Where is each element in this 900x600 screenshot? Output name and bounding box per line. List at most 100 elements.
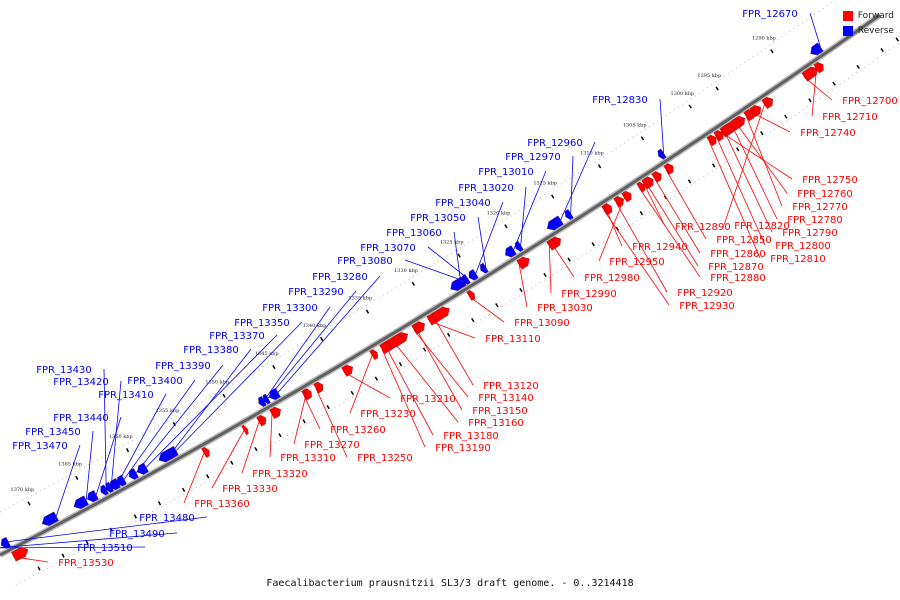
reverse-gene-glyph[interactable]	[457, 276, 467, 288]
forward-gene-glyph[interactable]	[621, 190, 632, 203]
forward-gene-label[interactable]: FPR_12930	[679, 301, 735, 312]
reverse-gene-label[interactable]: FPR_13050	[410, 213, 466, 224]
forward-gene-glyph[interactable]	[651, 171, 662, 183]
forward-gene-label[interactable]: FPR_12920	[677, 288, 733, 299]
reverse-gene-label[interactable]: FPR_13020	[458, 183, 514, 194]
forward-gene-glyph[interactable]	[369, 349, 378, 361]
reverse-gene-label[interactable]: FPR_13390	[155, 361, 211, 372]
forward-gene-label[interactable]: FPR_12800	[775, 241, 831, 252]
forward-gene-glyph[interactable]	[761, 97, 773, 110]
reverse-gene-label[interactable]: FPR_13450	[25, 427, 81, 438]
forward-gene-label[interactable]: FPR_12990	[561, 289, 617, 300]
reverse-gene-glyph[interactable]	[73, 495, 89, 509]
reverse-gene-label[interactable]: FPR_13370	[209, 331, 265, 342]
reverse-gene-label[interactable]: FPR_13080	[337, 256, 393, 267]
reverse-gene-label[interactable]: FPR_13430	[36, 365, 92, 376]
reverse-gene-glyph[interactable]	[1, 536, 11, 549]
forward-gene-label[interactable]: FPR_13190	[435, 443, 491, 454]
reverse-gene-label[interactable]: FPR_13350	[234, 318, 290, 329]
forward-gene-label[interactable]: FPR_13530	[58, 558, 114, 569]
forward-gene-glyph[interactable]	[303, 388, 312, 400]
forward-gene-label[interactable]: FPR_12950	[609, 257, 665, 268]
forward-gene-glyph[interactable]	[721, 124, 732, 137]
reverse-gene-glyph[interactable]	[105, 481, 114, 493]
reverse-gene-glyph[interactable]	[514, 240, 524, 252]
forward-gene-label[interactable]: FPR_12820	[734, 221, 790, 232]
reverse-gene-label[interactable]: FPR_13380	[183, 345, 239, 356]
reverse-gene-label[interactable]: FPR_12960	[527, 138, 583, 149]
reverse-gene-label[interactable]: FPR_13300	[262, 303, 318, 314]
forward-gene-label[interactable]: FPR_12700	[842, 96, 898, 107]
reverse-gene-label[interactable]: FPR_13010	[478, 167, 534, 178]
reverse-gene-label[interactable]: FPR_12670	[742, 9, 798, 20]
forward-gene-label[interactable]: FPR_13150	[472, 406, 528, 417]
forward-gene-label[interactable]: FPR_13260	[330, 425, 386, 436]
forward-gene-glyph[interactable]	[729, 118, 741, 131]
forward-gene-label[interactable]: FPR_12880	[710, 273, 766, 284]
reverse-gene-label[interactable]: FPR_13480	[139, 513, 195, 524]
reverse-gene-label[interactable]: FPR_12830	[592, 95, 648, 106]
forward-gene-glyph[interactable]	[641, 177, 652, 190]
forward-gene-label[interactable]: FPR_13030	[537, 303, 593, 314]
forward-gene-glyph[interactable]	[269, 406, 281, 419]
forward-gene-label[interactable]: FPR_13090	[514, 318, 570, 329]
forward-gene-glyph[interactable]	[241, 424, 249, 436]
reverse-gene-label[interactable]: FPR_12970	[505, 152, 561, 163]
forward-gene-glyph[interactable]	[466, 290, 476, 301]
forward-gene-glyph[interactable]	[431, 306, 450, 323]
forward-gene-label[interactable]: FPR_13360	[194, 499, 250, 510]
forward-gene-glyph[interactable]	[256, 415, 267, 427]
reverse-gene-glyph[interactable]	[564, 209, 574, 220]
forward-gene-glyph[interactable]	[546, 239, 557, 251]
forward-gene-label[interactable]: FPR_12750	[802, 175, 858, 186]
reverse-gene-glyph[interactable]	[87, 490, 99, 503]
reverse-gene-glyph[interactable]	[41, 511, 59, 526]
forward-gene-label[interactable]: FPR_12790	[782, 228, 838, 239]
forward-gene-label[interactable]: FPR_13270	[304, 440, 360, 451]
forward-gene-label[interactable]: FPR_13330	[222, 484, 278, 495]
forward-gene-glyph[interactable]	[341, 364, 353, 377]
forward-gene-glyph[interactable]	[801, 66, 818, 82]
forward-gene-label[interactable]: FPR_12740	[800, 128, 856, 139]
forward-gene-label[interactable]: FPR_13320	[252, 469, 308, 480]
reverse-gene-label[interactable]: FPR_13440	[53, 413, 109, 424]
reverse-gene-label[interactable]: FPR_13280	[312, 272, 368, 283]
reverse-gene-label[interactable]: FPR_13290	[288, 287, 344, 298]
forward-gene-label[interactable]: FPR_13110	[485, 334, 541, 345]
forward-gene-glyph[interactable]	[201, 447, 210, 458]
reverse-gene-label[interactable]: FPR_13040	[435, 198, 491, 209]
reverse-gene-glyph[interactable]	[116, 474, 127, 487]
forward-gene-glyph[interactable]	[713, 130, 724, 142]
reverse-gene-glyph[interactable]	[479, 262, 489, 274]
reverse-gene-glyph[interactable]	[269, 387, 281, 400]
forward-gene-glyph[interactable]	[743, 109, 755, 122]
forward-gene-label[interactable]: FPR_13140	[478, 393, 534, 404]
forward-gene-label[interactable]: FPR_13180	[443, 431, 499, 442]
forward-gene-label[interactable]: FPR_13230	[360, 409, 416, 420]
reverse-gene-glyph[interactable]	[547, 215, 564, 231]
forward-gene-glyph[interactable]	[706, 134, 717, 147]
reverse-gene-glyph[interactable]	[657, 148, 667, 160]
forward-gene-glyph[interactable]	[613, 196, 624, 208]
forward-gene-label[interactable]: FPR_12760	[797, 189, 853, 200]
reverse-gene-glyph[interactable]	[158, 448, 174, 463]
reverse-gene-glyph[interactable]	[262, 393, 271, 405]
reverse-gene-glyph[interactable]	[468, 268, 479, 281]
forward-gene-glyph[interactable]	[313, 381, 324, 394]
forward-gene-label[interactable]: FPR_13210	[400, 394, 456, 405]
forward-gene-label[interactable]: FPR_12810	[770, 254, 826, 265]
forward-gene-glyph[interactable]	[663, 163, 674, 175]
forward-gene-glyph[interactable]	[636, 181, 646, 193]
forward-gene-label[interactable]: FPR_12770	[792, 202, 848, 213]
forward-gene-label[interactable]: FPR_13120	[483, 381, 539, 392]
reverse-gene-label[interactable]: FPR_13410	[98, 390, 154, 401]
reverse-gene-label[interactable]: FPR_13070	[360, 243, 416, 254]
forward-gene-label[interactable]: FPR_13160	[468, 418, 524, 429]
forward-gene-glyph[interactable]	[379, 341, 391, 355]
forward-gene-label[interactable]: FPR_13310	[280, 453, 336, 464]
reverse-gene-glyph[interactable]	[128, 468, 139, 480]
reverse-gene-glyph[interactable]	[810, 42, 824, 56]
forward-gene-label[interactable]: FPR_12780	[787, 215, 843, 226]
forward-gene-label[interactable]: FPR_13250	[357, 453, 413, 464]
forward-gene-label[interactable]: FPR_12860	[710, 249, 766, 260]
